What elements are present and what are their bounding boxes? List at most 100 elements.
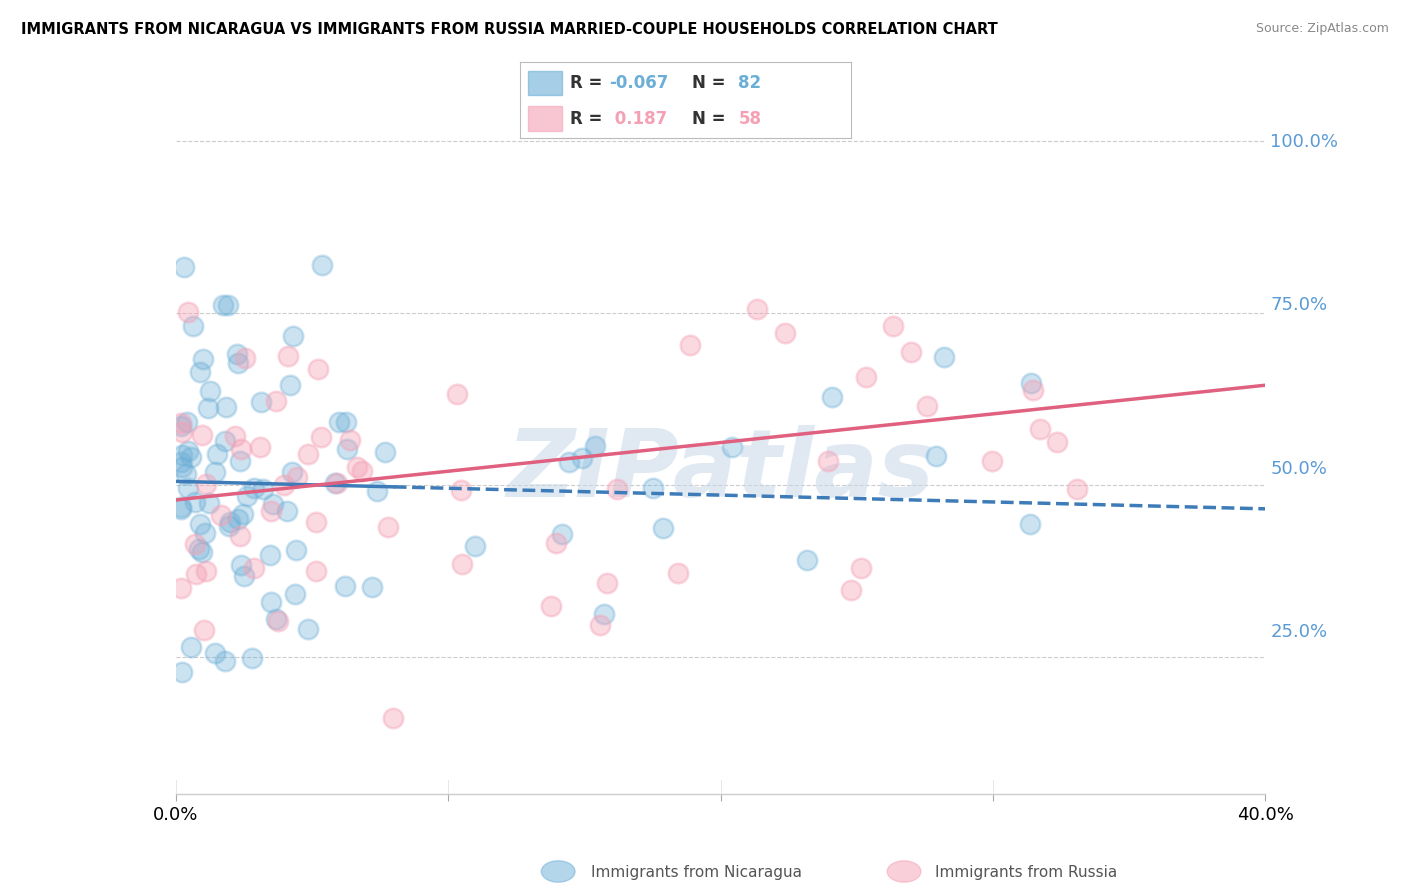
Point <box>214 654 236 668</box>
Point <box>228 511 250 525</box>
Point <box>231 442 253 457</box>
Point <box>817 453 839 467</box>
Text: N =: N = <box>692 74 731 92</box>
Point <box>361 580 384 594</box>
Point <box>191 545 214 559</box>
Point <box>882 319 904 334</box>
Point <box>170 419 193 434</box>
Point <box>925 450 948 464</box>
Point <box>592 607 614 621</box>
Point <box>211 298 233 312</box>
Point <box>176 304 198 318</box>
Point <box>191 351 214 366</box>
Point <box>796 553 818 567</box>
Point <box>260 504 283 518</box>
Point <box>839 583 862 598</box>
Point <box>186 567 208 582</box>
Text: 82: 82 <box>738 74 762 92</box>
Point <box>235 351 257 366</box>
Point <box>297 622 319 636</box>
Point <box>229 454 252 468</box>
Point <box>195 564 218 578</box>
Point <box>218 518 240 533</box>
Point <box>311 430 333 444</box>
Point <box>583 439 606 453</box>
Point <box>188 516 211 531</box>
Point <box>194 477 217 491</box>
Point <box>243 481 266 495</box>
Point <box>588 617 610 632</box>
Point <box>346 459 368 474</box>
Point <box>285 470 308 484</box>
Point <box>900 344 922 359</box>
Point <box>821 390 844 404</box>
Point <box>197 496 219 510</box>
Point <box>250 394 273 409</box>
Point <box>382 711 405 725</box>
Point <box>450 483 472 497</box>
Point <box>229 529 252 543</box>
Text: R =: R = <box>569 74 607 92</box>
Point <box>666 566 689 581</box>
Point <box>191 428 214 442</box>
Point <box>252 482 274 496</box>
Point <box>170 500 193 515</box>
Point <box>981 454 1004 468</box>
Point <box>374 444 396 458</box>
Point <box>243 561 266 575</box>
Point <box>209 508 232 522</box>
Point <box>180 450 202 465</box>
Text: IMMIGRANTS FROM NICARAGUA VS IMMIGRANTS FROM RUSSIA MARRIED-COUPLE HOUSEHOLDS CO: IMMIGRANTS FROM NICARAGUA VS IMMIGRANTS … <box>21 22 998 37</box>
Point <box>679 338 702 352</box>
Point <box>281 329 304 343</box>
Point <box>323 475 346 490</box>
Point <box>297 447 319 461</box>
Point <box>207 447 229 461</box>
Circle shape <box>541 861 575 882</box>
Point <box>596 576 619 591</box>
Point <box>1029 422 1052 436</box>
Point <box>174 467 197 481</box>
Bar <box>529 106 561 130</box>
Point <box>446 386 468 401</box>
Text: R =: R = <box>569 110 607 128</box>
Point <box>1019 376 1042 390</box>
Point <box>249 440 271 454</box>
Point <box>339 434 361 448</box>
Point <box>240 650 263 665</box>
Text: Immigrants from Nicaragua: Immigrants from Nicaragua <box>591 865 801 880</box>
Point <box>233 569 256 583</box>
Point <box>170 455 193 469</box>
Point <box>184 494 207 508</box>
Point <box>181 318 204 333</box>
Point <box>747 301 769 316</box>
Point <box>333 579 356 593</box>
Point <box>264 393 287 408</box>
Point <box>173 260 195 274</box>
Point <box>262 497 284 511</box>
Point <box>170 416 193 430</box>
Point <box>773 326 796 340</box>
Point <box>204 646 226 660</box>
Point <box>335 415 357 429</box>
Point <box>177 481 200 495</box>
Point <box>1045 434 1067 449</box>
Point <box>236 489 259 503</box>
Point <box>204 465 226 479</box>
Point <box>170 502 193 516</box>
Point <box>934 350 956 364</box>
Point <box>606 483 628 497</box>
Point <box>225 347 247 361</box>
Text: ZIPatlas: ZIPatlas <box>506 425 935 517</box>
Point <box>1066 483 1088 497</box>
Point <box>170 665 193 679</box>
Point <box>307 361 329 376</box>
Text: -0.067: -0.067 <box>609 74 669 92</box>
Point <box>231 558 253 573</box>
Point <box>284 587 307 601</box>
Point <box>180 640 202 655</box>
Circle shape <box>887 861 921 882</box>
Point <box>284 543 307 558</box>
Point <box>540 599 562 613</box>
Point <box>197 401 219 416</box>
